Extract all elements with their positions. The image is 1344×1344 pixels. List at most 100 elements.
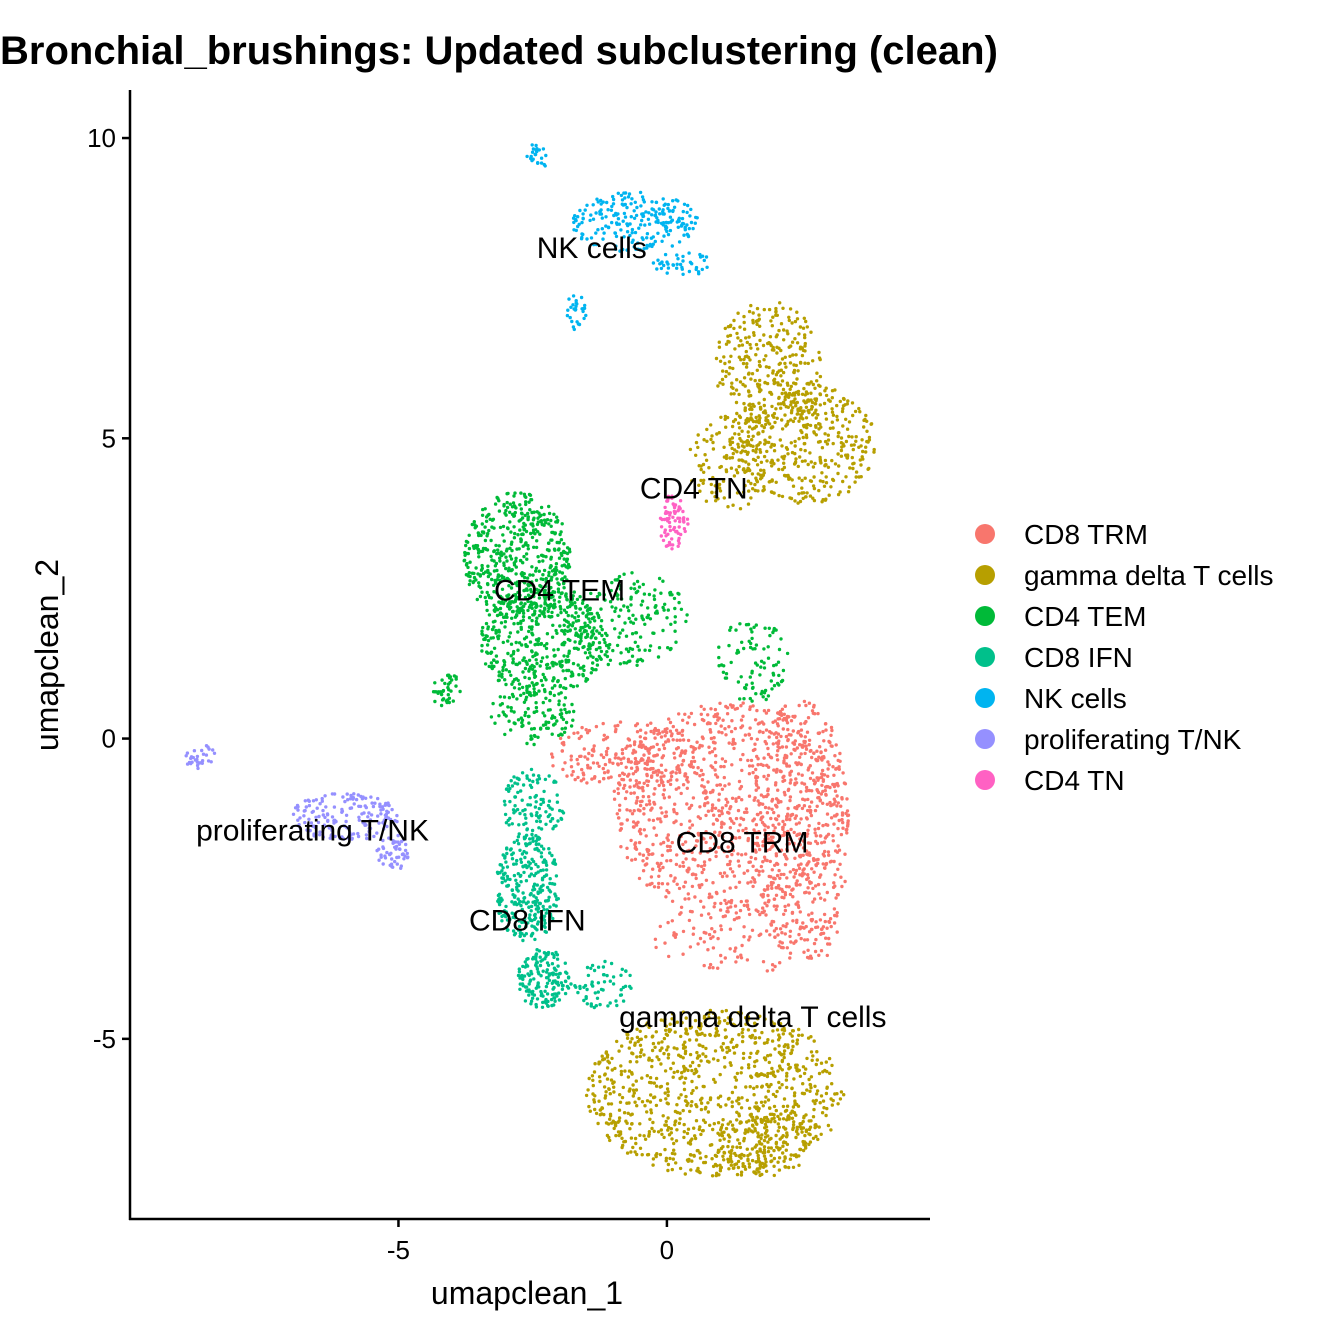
data-point <box>788 934 792 939</box>
data-point <box>742 445 746 449</box>
data-point <box>832 773 836 777</box>
data-point <box>613 627 617 631</box>
data-point <box>618 587 623 591</box>
data-point <box>763 837 767 842</box>
data-point <box>757 1036 762 1040</box>
data-point <box>720 1009 724 1014</box>
data-point <box>792 742 797 746</box>
data-point <box>503 625 507 629</box>
data-point <box>765 811 770 815</box>
data-point <box>524 816 528 820</box>
data-point <box>722 445 726 449</box>
data-point <box>786 1062 791 1067</box>
data-point <box>571 673 575 678</box>
data-point <box>680 733 684 737</box>
data-point <box>805 833 809 837</box>
data-point <box>514 596 518 600</box>
data-point <box>696 766 700 770</box>
data-point <box>480 522 484 526</box>
data-point <box>599 624 603 629</box>
data-point <box>630 1051 634 1055</box>
data-point <box>793 499 797 503</box>
data-point <box>547 666 552 670</box>
data-point <box>720 1134 725 1138</box>
data-point <box>821 862 825 866</box>
data-point <box>717 482 722 487</box>
data-point <box>774 781 778 785</box>
data-point <box>776 458 780 462</box>
data-point <box>610 618 614 622</box>
data-point <box>820 768 825 773</box>
data-point <box>720 787 725 791</box>
data-point <box>648 767 652 771</box>
data-point <box>546 609 550 614</box>
data-point <box>535 661 539 666</box>
data-point <box>571 594 575 598</box>
data-point <box>788 798 792 803</box>
data-point <box>682 1130 686 1134</box>
data-point <box>767 307 772 312</box>
data-point <box>830 389 835 393</box>
data-point <box>851 466 855 471</box>
data-point <box>543 714 547 718</box>
data-point <box>741 828 745 833</box>
data-point <box>747 425 752 429</box>
data-point <box>496 548 500 552</box>
data-point <box>785 946 789 950</box>
data-point <box>687 715 691 719</box>
data-point <box>559 712 564 716</box>
data-point <box>587 1076 591 1081</box>
data-point <box>647 1134 651 1138</box>
data-point <box>846 399 850 403</box>
data-point <box>800 392 805 396</box>
data-point <box>734 946 738 950</box>
data-point <box>614 606 618 610</box>
data-point <box>584 1093 589 1098</box>
data-point <box>680 1021 684 1025</box>
data-point <box>489 596 494 600</box>
data-point <box>751 448 755 453</box>
data-point <box>688 909 693 914</box>
data-point <box>736 648 740 653</box>
data-point <box>749 1051 753 1056</box>
data-point <box>730 1090 735 1095</box>
data-point <box>629 1113 633 1117</box>
data-point <box>762 909 766 913</box>
data-point <box>809 460 813 464</box>
data-point <box>662 1135 666 1140</box>
data-point <box>814 757 818 762</box>
data-point <box>683 712 687 716</box>
data-point <box>763 858 768 862</box>
data-point <box>530 522 535 526</box>
data-point <box>615 812 619 816</box>
data-point <box>630 812 635 816</box>
data-point <box>763 805 768 810</box>
data-point <box>626 1075 631 1079</box>
data-point <box>781 387 786 392</box>
data-point <box>666 1162 671 1167</box>
data-point <box>689 1104 693 1108</box>
data-point <box>718 1105 723 1109</box>
data-point <box>581 611 585 615</box>
data-point <box>753 661 758 665</box>
data-point <box>816 1137 820 1142</box>
data-point <box>834 767 838 771</box>
data-point <box>622 604 626 608</box>
data-point <box>807 788 811 793</box>
data-point <box>747 772 752 776</box>
data-point <box>539 659 543 664</box>
data-point <box>556 587 561 591</box>
data-point <box>796 389 801 394</box>
data-point <box>558 736 563 741</box>
data-point <box>689 760 694 764</box>
data-point <box>489 636 493 640</box>
data-point <box>698 805 702 809</box>
data-point <box>845 797 849 801</box>
data-point <box>736 442 740 446</box>
data-point <box>620 777 624 782</box>
data-point <box>486 564 490 568</box>
data-point <box>509 568 513 573</box>
data-point <box>592 615 596 619</box>
data-point <box>772 810 776 815</box>
data-point <box>635 663 639 667</box>
